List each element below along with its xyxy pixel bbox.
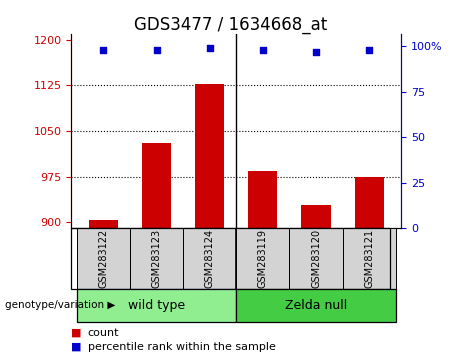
Bar <box>355 177 384 228</box>
Text: GSM283120: GSM283120 <box>311 229 321 288</box>
Bar <box>142 143 171 228</box>
Text: GSM283119: GSM283119 <box>258 229 268 288</box>
Point <box>153 47 160 53</box>
Point <box>366 47 373 53</box>
Point <box>206 45 213 51</box>
Bar <box>343 228 396 289</box>
Text: ■: ■ <box>71 342 82 352</box>
Text: GDS3477 / 1634668_at: GDS3477 / 1634668_at <box>134 16 327 34</box>
Bar <box>301 205 331 228</box>
Bar <box>130 228 183 289</box>
Text: percentile rank within the sample: percentile rank within the sample <box>88 342 276 352</box>
Bar <box>290 228 343 289</box>
Text: GSM283121: GSM283121 <box>364 229 374 288</box>
Bar <box>77 289 236 322</box>
Point <box>100 47 107 53</box>
Text: genotype/variation ▶: genotype/variation ▶ <box>5 300 115 310</box>
Point <box>259 47 266 53</box>
Text: GSM283124: GSM283124 <box>205 229 215 288</box>
Bar <box>77 228 130 289</box>
Bar <box>195 84 225 228</box>
Text: wild type: wild type <box>128 299 185 312</box>
Text: count: count <box>88 328 119 338</box>
Bar <box>89 221 118 228</box>
Text: ■: ■ <box>71 328 82 338</box>
Bar <box>248 171 278 228</box>
Text: GSM283123: GSM283123 <box>152 229 161 288</box>
Point <box>312 49 319 55</box>
Text: GSM283122: GSM283122 <box>98 229 108 288</box>
Bar <box>236 289 396 322</box>
Bar <box>183 228 236 289</box>
Text: Zelda null: Zelda null <box>285 299 347 312</box>
Bar <box>236 228 290 289</box>
